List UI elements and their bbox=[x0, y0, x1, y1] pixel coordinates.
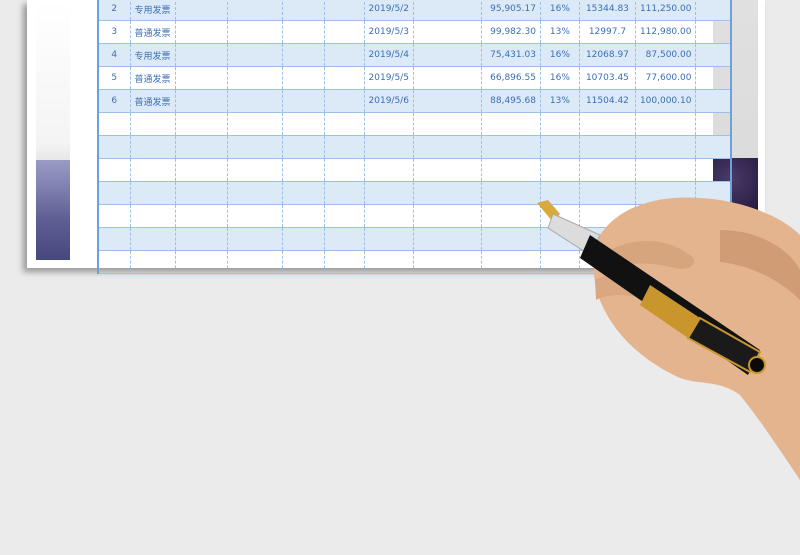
cell-date[interactable]: 2019/5/2 bbox=[363, 0, 414, 21]
cell-empty[interactable] bbox=[323, 43, 365, 67]
table-row: 4 专用发票 2019/5/4 75,431.03 16% 12068.97 87,500.… bbox=[97, 43, 732, 67]
cell-empty[interactable] bbox=[281, 250, 325, 274]
cell-tax[interactable] bbox=[578, 181, 636, 205]
cell-empty[interactable] bbox=[174, 89, 228, 113]
pen bbox=[537, 200, 766, 375]
cell-empty[interactable] bbox=[281, 20, 325, 44]
cell-no[interactable] bbox=[97, 250, 131, 274]
cell-empty[interactable] bbox=[226, 66, 283, 90]
decorative-image-left bbox=[36, 0, 70, 260]
cell-empty[interactable] bbox=[281, 181, 325, 205]
table-row: 3 普通发票 2019/5/3 99,982.30 13% 12997.7 112,980.… bbox=[97, 20, 732, 44]
cell-tax[interactable]: 15344.83 bbox=[578, 0, 636, 21]
cell-rate[interactable]: 13% bbox=[539, 89, 580, 113]
cell-empty[interactable] bbox=[695, 43, 732, 67]
cell-tax[interactable]: 12997.7 bbox=[578, 20, 636, 44]
cell-date[interactable] bbox=[363, 135, 414, 159]
cell-empty[interactable] bbox=[226, 135, 283, 159]
cell-date[interactable]: 2019/5/6 bbox=[363, 89, 414, 113]
cell-type[interactable] bbox=[129, 135, 176, 159]
cell-no[interactable] bbox=[97, 181, 131, 205]
cell-tax[interactable]: 12068.97 bbox=[578, 43, 636, 67]
cell-rate[interactable]: 16% bbox=[539, 66, 580, 90]
cell-no[interactable] bbox=[97, 204, 131, 228]
cell-no[interactable]: 3 bbox=[97, 20, 131, 44]
cell-empty[interactable] bbox=[323, 135, 365, 159]
cell-empty[interactable] bbox=[323, 227, 365, 251]
cell-empty[interactable] bbox=[226, 181, 283, 205]
cell-empty[interactable] bbox=[281, 89, 325, 113]
cell-amount[interactable]: 75,431.03 bbox=[480, 43, 541, 67]
table-row: 5 普通发票 2019/5/5 66,896.55 16% 10703.45 77,600.… bbox=[97, 66, 732, 90]
cell-empty[interactable] bbox=[174, 250, 228, 274]
cell-total[interactable] bbox=[634, 112, 697, 136]
cell-empty[interactable] bbox=[695, 112, 732, 136]
cell-empty[interactable] bbox=[412, 250, 482, 274]
cell-no[interactable]: 6 bbox=[97, 89, 131, 113]
cell-amount[interactable] bbox=[480, 135, 541, 159]
cell-empty[interactable] bbox=[281, 0, 325, 21]
cell-type[interactable]: 普通发票 bbox=[129, 66, 176, 90]
cell-type[interactable] bbox=[129, 112, 176, 136]
cell-type[interactable] bbox=[129, 204, 176, 228]
cell-empty[interactable] bbox=[323, 204, 365, 228]
cell-rate[interactable] bbox=[539, 250, 580, 274]
cell-type[interactable] bbox=[129, 250, 176, 274]
table-row bbox=[97, 158, 732, 182]
cell-rate[interactable]: 16% bbox=[539, 0, 580, 21]
cell-empty[interactable] bbox=[281, 43, 325, 67]
cell-rate[interactable] bbox=[539, 158, 580, 182]
cell-empty[interactable] bbox=[281, 66, 325, 90]
cell-tax[interactable]: 10703.45 bbox=[578, 66, 636, 90]
cell-no[interactable] bbox=[97, 135, 131, 159]
cell-empty[interactable] bbox=[174, 181, 228, 205]
cell-amount[interactable]: 88,495.68 bbox=[480, 89, 541, 113]
cell-empty[interactable] bbox=[281, 112, 325, 136]
cell-empty[interactable] bbox=[323, 0, 365, 21]
cell-empty[interactable] bbox=[323, 250, 365, 274]
cell-empty[interactable] bbox=[412, 66, 482, 90]
cell-tax[interactable]: 11504.42 bbox=[578, 89, 636, 113]
table-row: 2 专用发票 2019/5/2 95,905.17 16% 15344.83 111,250… bbox=[97, 0, 732, 21]
cell-empty[interactable] bbox=[226, 0, 283, 21]
table-row bbox=[97, 204, 732, 228]
cell-amount[interactable] bbox=[480, 250, 541, 274]
cell-empty[interactable] bbox=[174, 227, 228, 251]
cell-empty[interactable] bbox=[695, 89, 732, 113]
cell-total[interactable]: 87,500.00 bbox=[634, 43, 697, 67]
cell-tax[interactable] bbox=[578, 158, 636, 182]
cell-empty[interactable] bbox=[412, 89, 482, 113]
cell-date[interactable] bbox=[363, 250, 414, 274]
cell-amount[interactable]: 95,905.17 bbox=[480, 0, 541, 21]
cell-date[interactable] bbox=[363, 204, 414, 228]
cell-total[interactable] bbox=[634, 135, 697, 159]
table-row: 6 普通发票 2019/5/6 88,495.68 13% 11504.42 100,000… bbox=[97, 89, 732, 113]
cell-empty[interactable] bbox=[323, 66, 365, 90]
cell-empty[interactable] bbox=[281, 227, 325, 251]
cell-date[interactable] bbox=[363, 181, 414, 205]
cell-total[interactable]: 77,600.00 bbox=[634, 66, 697, 90]
cell-type[interactable]: 专用发票 bbox=[129, 0, 176, 21]
cell-empty[interactable] bbox=[226, 43, 283, 67]
cell-amount[interactable] bbox=[480, 227, 541, 251]
cell-rate[interactable]: 13% bbox=[539, 20, 580, 44]
cell-total[interactable]: 111,250.00 bbox=[634, 0, 697, 21]
cell-type[interactable]: 普通发票 bbox=[129, 20, 176, 44]
cell-date[interactable]: 2019/5/3 bbox=[363, 20, 414, 44]
cell-empty[interactable] bbox=[412, 43, 482, 67]
cell-no[interactable]: 4 bbox=[97, 43, 131, 67]
cell-date[interactable]: 2019/5/4 bbox=[363, 43, 414, 67]
cell-empty[interactable] bbox=[226, 227, 283, 251]
cell-empty[interactable] bbox=[174, 0, 228, 21]
cell-no[interactable] bbox=[97, 227, 131, 251]
cell-tax[interactable] bbox=[578, 135, 636, 159]
cell-rate[interactable] bbox=[539, 135, 580, 159]
